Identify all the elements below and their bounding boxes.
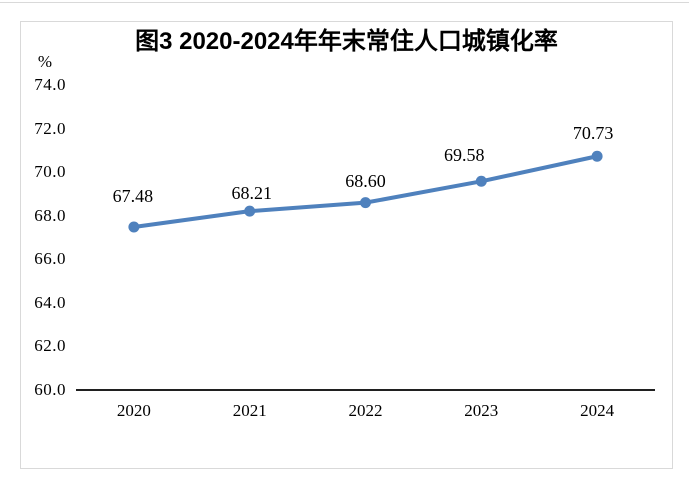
data-point-label: 67.48 [112, 186, 154, 207]
data-line [131, 154, 600, 230]
y-axis-tick-label: 60.0 [34, 380, 66, 399]
data-point-label: 70.73 [572, 123, 614, 144]
y-axis-unit-label: % [37, 52, 53, 71]
data-point-marker [360, 197, 371, 209]
data-point-marker [244, 205, 256, 217]
chart-title: 图3 2020-2024年年末常住人口城镇化率 [135, 28, 558, 55]
data-point-marker [591, 150, 603, 162]
y-axis-tick-label: 64.0 [34, 292, 66, 312]
chart-container [20, 21, 673, 469]
y-axis-tick-label: 62.0 [34, 336, 66, 356]
x-axis-tick-label: 2024 [580, 401, 615, 420]
data-point-label: 68.21 [231, 183, 272, 204]
y-axis-tick-label: 66.0 [34, 249, 66, 269]
y-axis-tick-label: 72.0 [34, 118, 66, 138]
x-axis-tick-label: 2023 [464, 401, 499, 420]
data-point-label: 68.60 [345, 170, 386, 191]
data-point-marker [475, 175, 487, 187]
y-axis-tick-label: 70.0 [34, 162, 66, 182]
page-top-divider [0, 2, 689, 3]
x-axis-tick-label: 2022 [348, 401, 383, 420]
data-point-marker [128, 221, 140, 233]
data-point-label: 69.58 [444, 145, 485, 166]
x-axis-tick-label: 2020 [116, 401, 151, 420]
y-axis-tick-label: 68.0 [34, 205, 66, 225]
y-axis-tick-label: 74.0 [34, 75, 66, 94]
x-axis-tick-label: 2021 [232, 401, 267, 420]
